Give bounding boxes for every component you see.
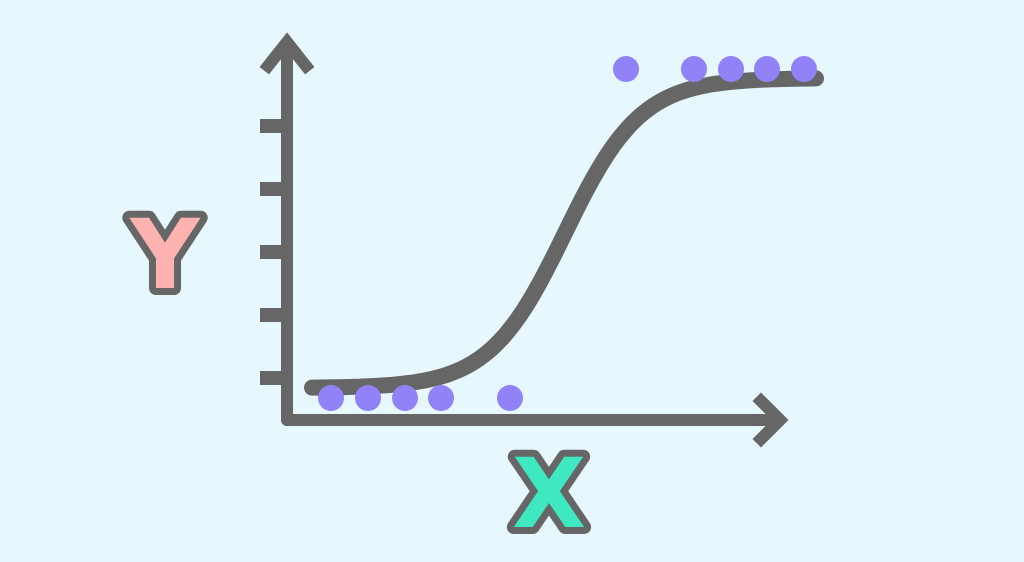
data-point-high	[681, 56, 707, 82]
data-point-high	[791, 56, 817, 82]
x-axis-arrowhead	[752, 392, 789, 448]
data-point-low	[497, 385, 523, 411]
data-point-high	[613, 56, 639, 82]
data-point-low	[428, 385, 454, 411]
y-axis-arrowhead	[259, 32, 315, 75]
data-points	[318, 56, 817, 411]
x-axis-label: X	[512, 438, 586, 550]
y-axis-label: Y	[129, 199, 201, 311]
data-point-high	[718, 56, 744, 82]
data-point-low	[355, 385, 381, 411]
sigmoid-curve	[304, 70, 824, 396]
data-point-low	[318, 385, 344, 411]
data-point-low	[392, 385, 418, 411]
data-point-high	[754, 56, 780, 82]
